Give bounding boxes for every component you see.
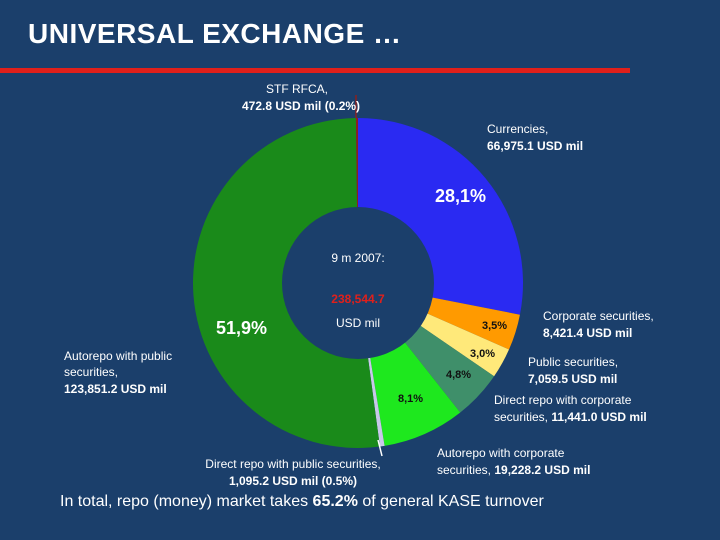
title-rule [0, 68, 630, 73]
label-auto-corp-line1: Autorepo with corporate [437, 446, 565, 460]
pct-auto-corp: 8,1% [398, 393, 423, 405]
label-currencies-value: 66,975.1 USD mil [487, 139, 583, 153]
label-public-name: Public securities, [528, 355, 618, 369]
center-period: 9 m 2007: [331, 251, 384, 265]
footer-note: In total, repo (money) market takes 65.2… [60, 493, 680, 511]
footer-prefix: In total, repo (money) market takes [60, 493, 313, 510]
donut-center [282, 207, 434, 359]
pct-corporate: 3,5% [482, 320, 507, 332]
label-stf-value: 472.8 USD mil (0.2%) [242, 99, 360, 113]
label-auto-public-line1: Autorepo with public [64, 349, 172, 363]
label-corporate-name: Corporate securities, [543, 309, 654, 323]
label-auto-public-line2: securities, [64, 365, 118, 379]
center-total: 238,544.7 [331, 292, 385, 306]
center-unit: USD mil [336, 316, 380, 330]
label-auto-public-value: 123,851.2 USD mil [64, 382, 167, 396]
label-direct-corp-value: 11,441.0 USD mil [551, 410, 646, 424]
label-stf-name: STF RFCA, [266, 82, 328, 96]
pct-public: 3,0% [470, 348, 495, 360]
label-direct-public-value: 1,095.2 USD mil (0.5%) [229, 474, 357, 488]
label-public-value: 7,059.5 USD mil [528, 372, 617, 386]
slide-title: UNIVERSAL EXCHANGE … [28, 18, 402, 49]
pct-direct-corp: 4,8% [446, 369, 471, 381]
label-auto-corp-line2: securities, 19,228.2 USD mil [437, 463, 590, 477]
label-currencies-name: Currencies, [487, 122, 548, 136]
footer-suffix: of general KASE turnover [357, 493, 544, 510]
label-direct-corp-line1: Direct repo with corporate [494, 393, 632, 407]
leader-lines [355, 95, 383, 457]
footer-highlight: 65.2% [312, 493, 358, 510]
label-corporate-value: 8,421.4 USD mil [543, 326, 632, 340]
label-direct-public-name: Direct repo with public securities, [205, 457, 380, 471]
label-auto-corp-value: 19,228.2 USD mil [494, 463, 590, 477]
pct-auto-public: 51,9% [216, 318, 267, 338]
leader-direct-public [377, 439, 383, 457]
label-direct-corp-line2: securities, 11,441.0 USD mil [494, 410, 647, 424]
pct-currencies: 28,1% [435, 186, 486, 206]
